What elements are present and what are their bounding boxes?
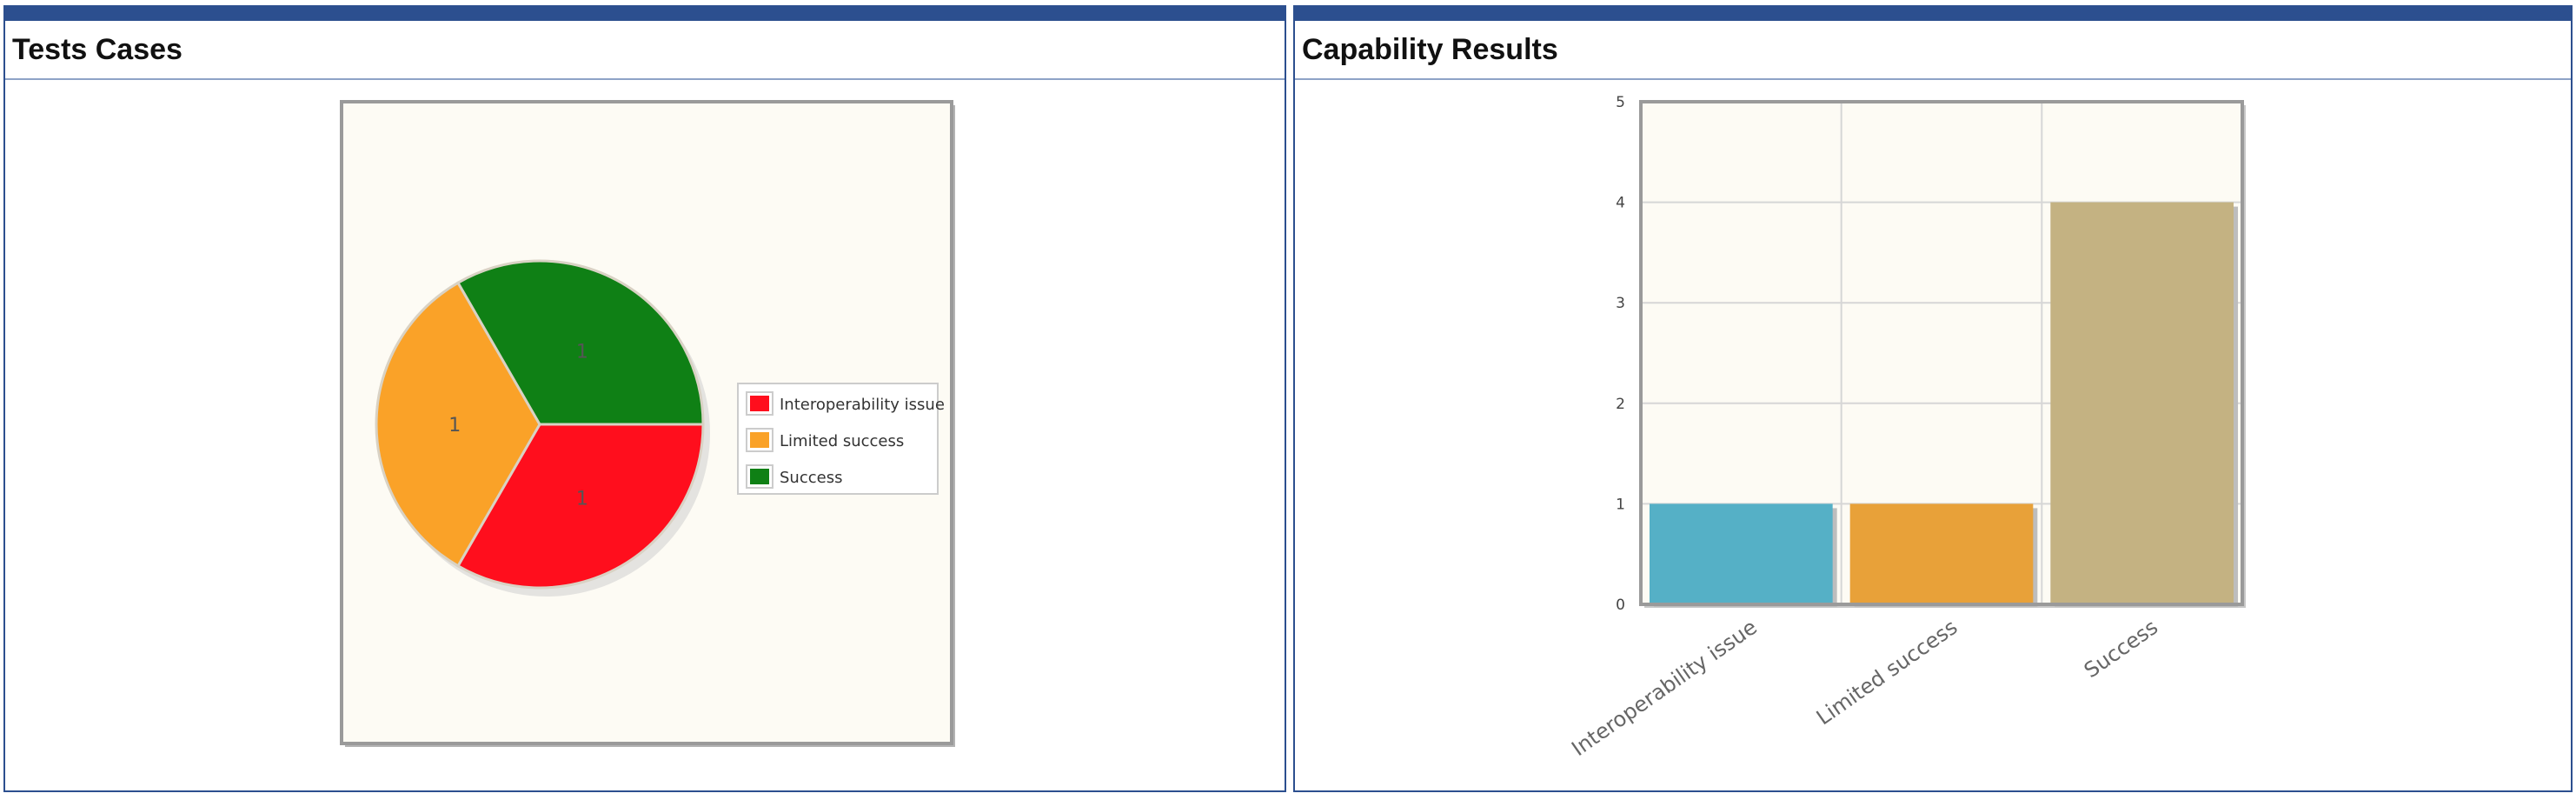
y-tick-label: 1 [1616,496,1625,513]
legend-swatch [750,469,769,484]
tests-cases-panel: Tests Cases 1 1 1 Interoperability issue Lim… [3,5,1286,792]
panel-header: Capability Results [1295,21,2571,80]
legend-label: Limited success [780,432,904,450]
panel-header-bar [3,5,1286,21]
pie-data-label: 1 [576,341,588,363]
plot-border [1639,100,2244,606]
capability-results-panel: Capability Results 0 1 2 3 4 5 Interoperabilit… [1293,5,2573,792]
y-tick-label: 3 [1616,295,1625,312]
bar [1650,503,1833,604]
legend-swatch [750,432,769,448]
bar [2050,202,2234,604]
x-tick-label: Limited success [1812,615,1962,730]
panel-title: Capability Results [1302,33,1558,66]
x-tick-label: Interoperability issue [1567,615,1761,761]
pie-chart: 1 1 1 Interoperability issue Limited success… [340,100,955,747]
x-tick-label: Success [2080,615,2162,683]
panel-header-bar [1293,5,2573,21]
y-tick-label: 0 [1616,597,1625,614]
pie-slice [455,259,705,426]
y-tick-label: 4 [1616,195,1625,212]
pie-data-label: 1 [576,489,588,510]
legend-label: Success [780,469,842,487]
pie-slice [455,423,705,590]
legend-label: Interoperability issue [780,396,945,414]
y-tick-label: 5 [1616,94,1625,111]
pie-data-label: 1 [448,415,461,437]
bar-chart: 0 1 2 3 4 5 Interoperability issue Limited succ… [1567,94,2246,761]
panel-title: Tests Cases [12,33,183,66]
panel-header: Tests Cases [5,21,1285,80]
legend-swatch [750,396,769,411]
bar [1849,503,2034,604]
y-tick-label: 2 [1616,396,1625,413]
pie-slice [375,281,541,568]
